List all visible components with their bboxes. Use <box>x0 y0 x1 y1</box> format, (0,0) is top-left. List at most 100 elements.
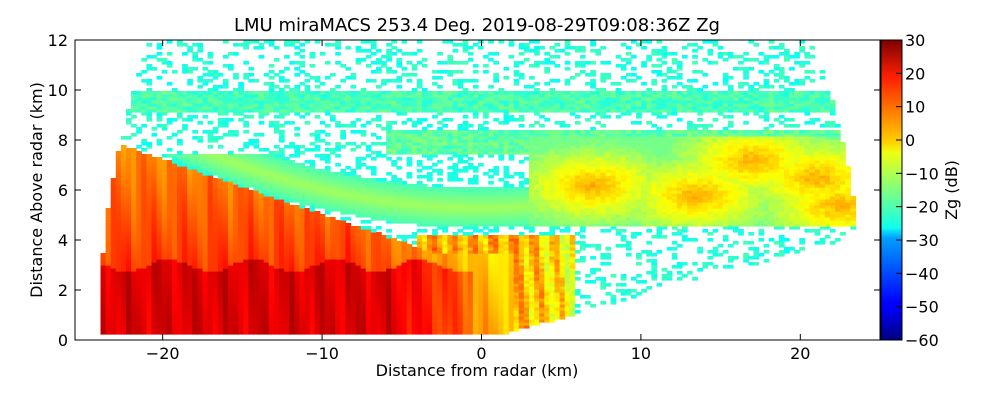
reflectivity-cell <box>141 223 147 227</box>
reflectivity-cell <box>197 307 204 311</box>
reflectivity-cell <box>289 142 295 146</box>
reflectivity-cell <box>289 97 295 101</box>
reflectivity-cell <box>340 319 346 323</box>
reflectivity-cell <box>360 259 367 263</box>
reflectivity-cell <box>330 256 336 260</box>
reflectivity-cell <box>340 109 346 113</box>
reflectivity-cell <box>273 289 280 293</box>
reflectivity-cell <box>416 313 423 317</box>
reflectivity-cell <box>136 202 142 206</box>
reflectivity-cell <box>279 331 285 335</box>
reflectivity-cell <box>437 127 443 131</box>
reflectivity-cell <box>268 121 275 125</box>
reflectivity-cell <box>370 319 377 323</box>
chart-title: LMU miraMACS 253.4 Deg. 2019-08-29T09:08… <box>234 15 720 36</box>
reflectivity-cell <box>289 169 295 173</box>
reflectivity-cell <box>192 58 198 62</box>
reflectivity-cell <box>299 289 306 293</box>
reflectivity-cell <box>207 97 214 101</box>
reflectivity-cell <box>187 307 193 311</box>
reflectivity-cell <box>416 82 423 86</box>
reflectivity-cell <box>437 319 443 323</box>
reflectivity-cell <box>330 244 336 248</box>
reflectivity-cell <box>284 319 290 323</box>
reflectivity-cell <box>100 298 107 302</box>
reflectivity-cell <box>146 91 153 95</box>
reflectivity-cell <box>166 214 173 218</box>
reflectivity-cell <box>156 178 163 182</box>
reflectivity-cell <box>253 79 260 83</box>
reflectivity-cell <box>401 295 408 299</box>
reflectivity-cell <box>335 193 341 197</box>
reflectivity-cell <box>222 40 229 44</box>
reflectivity-cell <box>447 286 454 290</box>
reflectivity-cell <box>340 106 346 110</box>
reflectivity-cell <box>355 313 362 317</box>
reflectivity-cell <box>222 103 229 107</box>
reflectivity-cell <box>151 106 158 110</box>
reflectivity-cell <box>110 316 117 320</box>
reflectivity-cell <box>187 325 193 329</box>
reflectivity-cell <box>105 298 112 302</box>
reflectivity-cell <box>233 232 239 236</box>
reflectivity-cell <box>350 184 357 188</box>
reflectivity-cell <box>406 139 413 143</box>
reflectivity-cell <box>222 211 229 215</box>
reflectivity-cell <box>365 316 372 320</box>
reflectivity-cell <box>365 199 372 203</box>
reflectivity-cell <box>151 103 158 107</box>
reflectivity-cell <box>126 226 132 230</box>
reflectivity-cell <box>416 142 423 146</box>
reflectivity-cell <box>110 259 117 263</box>
reflectivity-cell <box>447 265 454 269</box>
reflectivity-cell <box>427 265 433 269</box>
reflectivity-cell <box>432 91 438 95</box>
reflectivity-cell <box>253 301 260 305</box>
reflectivity-cell <box>146 277 153 281</box>
reflectivity-cell <box>131 91 137 95</box>
reflectivity-cell <box>146 103 153 107</box>
reflectivity-cell <box>136 190 142 194</box>
reflectivity-cell <box>182 175 188 179</box>
reflectivity-cell <box>268 316 275 320</box>
reflectivity-cell <box>248 289 255 293</box>
reflectivity-cell <box>391 97 397 101</box>
reflectivity-cell <box>335 253 341 257</box>
reflectivity-cell <box>110 223 117 227</box>
reflectivity-cell <box>228 163 234 167</box>
reflectivity-cell <box>381 61 387 65</box>
reflectivity-cell <box>233 223 239 227</box>
reflectivity-cell <box>452 310 459 314</box>
reflectivity-cell <box>177 253 183 257</box>
reflectivity-cell <box>330 94 336 98</box>
reflectivity-cell <box>217 184 224 188</box>
reflectivity-cell <box>151 172 158 176</box>
reflectivity-cell <box>228 325 234 329</box>
reflectivity-cell <box>284 157 290 161</box>
reflectivity-cell <box>345 247 352 251</box>
reflectivity-cell <box>248 265 255 269</box>
reflectivity-cell <box>233 247 239 251</box>
reflectivity-cell <box>268 124 275 128</box>
reflectivity-cell <box>182 52 188 56</box>
reflectivity-cell <box>284 271 290 275</box>
reflectivity-cell <box>355 61 362 65</box>
reflectivity-cell <box>146 169 153 173</box>
reflectivity-cell <box>207 196 214 200</box>
reflectivity-cell <box>391 184 397 188</box>
reflectivity-cell <box>258 232 265 236</box>
reflectivity-cell <box>314 226 321 230</box>
reflectivity-cell <box>447 247 454 251</box>
reflectivity-cell <box>233 298 239 302</box>
reflectivity-cell <box>289 265 295 269</box>
reflectivity-cell <box>350 244 357 248</box>
reflectivity-cell <box>340 328 346 332</box>
reflectivity-cell <box>355 328 362 332</box>
reflectivity-cell <box>166 190 173 194</box>
reflectivity-cell <box>161 259 168 263</box>
reflectivity-cell <box>182 103 188 107</box>
reflectivity-cell <box>177 184 183 188</box>
reflectivity-cell <box>314 229 321 233</box>
reflectivity-cell <box>324 211 331 215</box>
reflectivity-cell <box>360 325 367 329</box>
